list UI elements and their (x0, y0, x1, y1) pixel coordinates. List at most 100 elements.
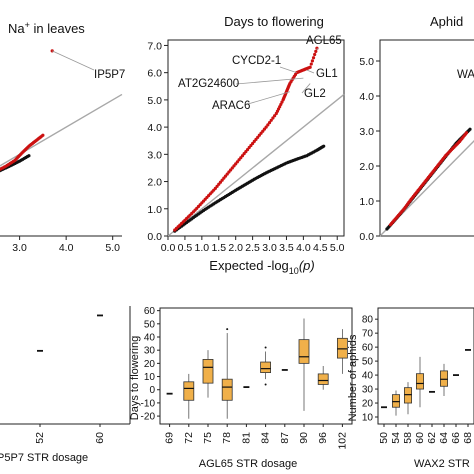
qq-dtf-annotation-leader (235, 77, 304, 85)
qq-aphid-annotation-label: WAX (457, 69, 474, 81)
qq-na-annotation-leader (52, 50, 95, 71)
box-agl65-x-tick-label: 102 (336, 432, 348, 450)
box-agl65-box (183, 381, 195, 401)
box-agl65-y-tick-label: -10 (141, 398, 156, 409)
qq-dtf-annotation-leader (279, 66, 297, 74)
box-wax2-x-tick-label: 54 (390, 432, 402, 444)
box-agl65-box (317, 373, 329, 385)
qq-dtf-y-tick-label: 6.0 (147, 68, 162, 80)
qq-dtf-x-tick-label: 2.0 (228, 242, 243, 254)
box-agl65-x-tick-label: 72 (183, 432, 195, 444)
qq-na-point-s0-11 (27, 154, 31, 158)
box-agl65-y-tick-label: 20 (144, 359, 156, 370)
box-agl65-y-tick-label: -20 (141, 412, 156, 423)
qq-dtf-panel (167, 39, 345, 237)
qq-aphid-plot-area (379, 39, 474, 237)
qq-aphid-y-tick-label: 5.0 (359, 56, 374, 68)
qq-dtf-x-tick-label: 1.5 (211, 242, 226, 254)
qq-dtf-point-s1-16-5 (314, 49, 318, 53)
qq-na-x-tick-label: 4.0 (59, 242, 74, 254)
box-agl65-box (221, 378, 233, 401)
box-agl65-y-tick-label: 30 (144, 346, 156, 357)
box-agl65-box (298, 339, 310, 364)
qq-dtf-x-tick-label: 0.5 (178, 242, 193, 254)
qq-dtf-point-s1-9-3 (269, 118, 273, 122)
qq-dtf-y-tick-label: 1.0 (147, 204, 162, 216)
box-agl65-x-tick-label: 78 (221, 432, 233, 444)
qq-aphid-y-tick-label: 4.0 (359, 91, 374, 103)
qq-aphid-y-tick-label: 1.0 (359, 196, 374, 208)
qq-dtf-x-tick-label: 3.5 (279, 242, 294, 254)
qq-dtf-y-tick-label: 0.0 (147, 231, 162, 243)
box-wax2-y-tick-label: 40 (362, 371, 374, 382)
qq-dtf-point-s1-16 (308, 65, 312, 69)
box-wax2-x-tick-label: 60 (414, 432, 426, 444)
qq-na-x-tick-label: 3.0 (12, 242, 27, 254)
qq-aphid-y-tick-label: 0.0 (359, 231, 374, 243)
box-agl65-x-tick-label: 75 (202, 432, 214, 444)
qq-dtf-annotation-label: AT2G24600 (178, 78, 239, 90)
box-agl65-outlier (226, 328, 229, 331)
qq-aphid-panel (379, 39, 474, 237)
qq-dtf-plot-area (167, 39, 345, 237)
box-agl65-box (336, 337, 348, 359)
box-ip5p7-x-tick-label: 52 (34, 432, 46, 444)
box-wax2-plot-area (377, 307, 474, 425)
qq-dtf-annotation-leader (316, 47, 319, 51)
box-wax2-y-tick-label: 70 (362, 329, 374, 340)
qq-dtf-annotation-leader (247, 91, 290, 105)
box-wax2-y-tick-label: 20 (362, 399, 374, 410)
qq-aphid-title: Aphid (430, 14, 463, 29)
qq-dtf-annotation-label: AGL65 (306, 35, 342, 47)
box-agl65-x-tick-label: 96 (317, 432, 329, 444)
box-wax2-box (403, 387, 412, 404)
box-agl65-outlier (264, 346, 267, 349)
box-ip5p7-x-tick-label: 60 (94, 432, 106, 444)
qq-dtf-point-s1-9 (264, 125, 268, 129)
box-agl65-x-tick-label: 90 (298, 432, 310, 444)
box-wax2-box (415, 373, 424, 390)
qq-dtf-x-tick-label: 5.0 (330, 242, 345, 254)
qq-dtf-point-s0-15 (322, 144, 326, 148)
box-ip5p7-x-axis-label: IP5P7 STR dosage (0, 452, 88, 464)
box-agl65-x-axis-label: AGL65 STR dosage (199, 458, 297, 470)
qq-dtf-point-s1-16-3 (311, 56, 316, 60)
box-agl65-y-axis-label: Days to flowering (129, 336, 141, 420)
qq-dtf-annotation-label: CYCD2-1 (232, 55, 281, 67)
box-wax2-y-tick-label: 10 (362, 413, 374, 424)
box-agl65-box (260, 361, 272, 373)
qq-dtf-annotation-leader (306, 69, 315, 74)
qq-dtf-x-tick-label: 0.0 (161, 242, 176, 254)
qq-dtf-x-axis-label: Expected -log10(p) (209, 258, 314, 276)
qq-dtf-point-s1-9-4 (271, 116, 275, 120)
qq-aphid-y-tick-label: 2.0 (359, 161, 374, 173)
box-wax2-box (391, 394, 400, 408)
box-wax2-x-tick-label: 50 (378, 432, 390, 444)
qq-aphid-expected-line (379, 139, 474, 237)
qq-dtf-point-s1-9-2 (267, 120, 272, 125)
box-wax2-x-tick-label: 64 (438, 432, 450, 444)
box-wax2-x-tick-label: 68 (462, 432, 474, 444)
box-agl65-x-tick-label: 87 (279, 432, 291, 444)
qq-dtf-x-tick-label: 1.0 (195, 242, 210, 254)
qq-na-point-s1-13 (41, 133, 45, 137)
qq-dtf-point-s1-16-2 (310, 59, 315, 63)
qq-aphid-point-s1-11 (464, 131, 469, 135)
qq-dtf-title: Days to flowering (224, 14, 324, 29)
qq-dtf-expected-line (167, 93, 345, 237)
box-wax2-y-tick-label: 80 (362, 315, 374, 326)
qq-na-expected-line (0, 93, 123, 167)
qq-aphid-y-tick-label: 3.0 (359, 126, 374, 138)
box-wax2-x-axis-label: WAX2 STR (414, 458, 470, 470)
qq-dtf-point-s1-16-4 (313, 52, 317, 57)
box-wax2-y-axis-label: Number of aphids (347, 334, 359, 421)
qq-dtf-y-tick-label: 7.0 (147, 40, 162, 52)
qq-aphid-point-s0-12 (468, 127, 472, 131)
qq-dtf-annotation-label: GL1 (316, 68, 338, 80)
box-agl65-y-tick-label: 10 (144, 372, 156, 383)
qq-dtf-y-tick-label: 2.0 (147, 177, 162, 189)
box-agl65-x-tick-label: 69 (164, 432, 176, 444)
box-agl65-y-tick-label: 50 (144, 319, 156, 330)
box-wax2-x-tick-label: 58 (402, 432, 414, 444)
